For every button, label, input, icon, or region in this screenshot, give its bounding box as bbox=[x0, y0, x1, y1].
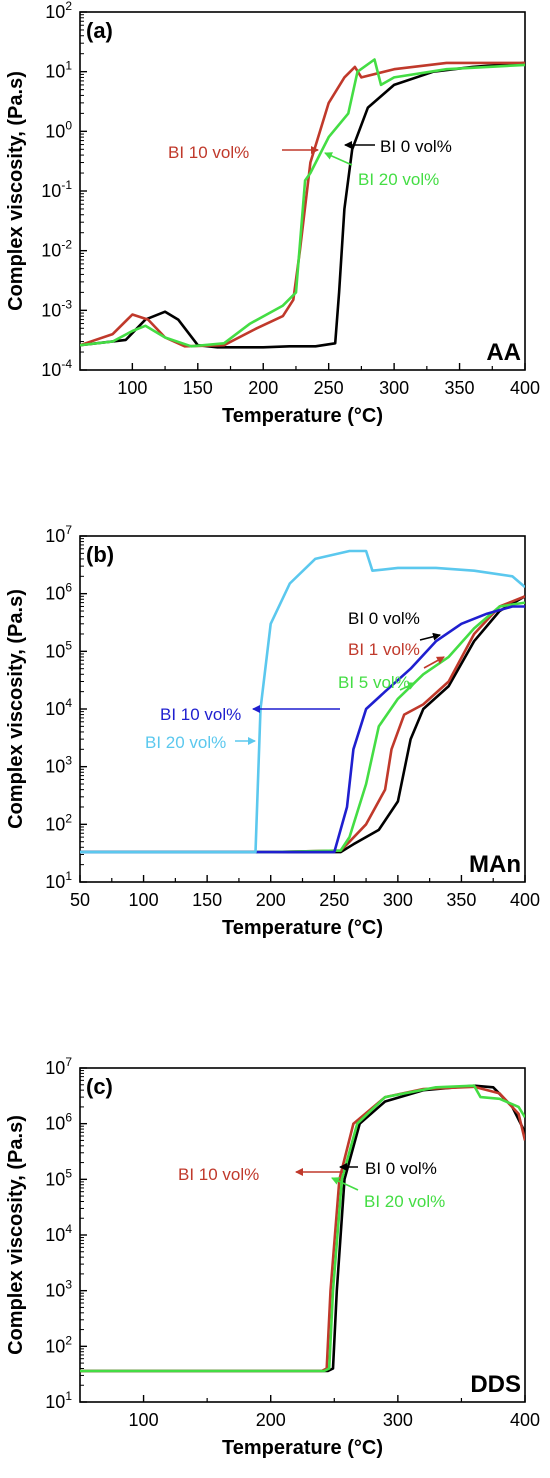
x-tick-label: 100 bbox=[129, 890, 159, 910]
x-tick-label: 150 bbox=[192, 890, 222, 910]
x-tick-label: 300 bbox=[383, 1410, 413, 1430]
x-tick-label: 100 bbox=[129, 1410, 159, 1430]
chart-panel-2: 50 100 150 200 250 300 350 400 101 102 103 104 105 10… bbox=[5, 523, 540, 939]
annotation-arrow bbox=[331, 1177, 359, 1191]
curing-agent-tag: AA bbox=[486, 339, 521, 366]
y-tick-label: 102 bbox=[45, 0, 72, 22]
series-line-3 bbox=[80, 1084, 525, 1373]
series-line-2 bbox=[80, 61, 525, 348]
series-annotation: BI 0 vol% bbox=[348, 609, 420, 628]
y-tick-label: 102 bbox=[45, 811, 72, 834]
x-tick-label: 100 bbox=[117, 378, 147, 398]
series-line-2 bbox=[80, 595, 525, 854]
y-axis-title: Complex viscosity, (Pa.s) bbox=[5, 1115, 27, 1355]
series-annotation: BI 20 vol% bbox=[358, 170, 439, 189]
y-tick-label: 107 bbox=[45, 1055, 72, 1078]
series-annotation: BI 20 vol% bbox=[145, 733, 226, 752]
x-tick-label: 150 bbox=[183, 378, 213, 398]
annotation-arrow bbox=[324, 152, 353, 166]
x-tick-label: 200 bbox=[256, 890, 286, 910]
series-annotation: BI 0 vol% bbox=[365, 1159, 437, 1178]
y-tick-label: 10-3 bbox=[41, 297, 72, 320]
series-annotation: BI 10 vol% bbox=[160, 705, 241, 724]
y-axis-title: Complex viscosity, (Pa.s) bbox=[5, 589, 27, 829]
panel-label: (c) bbox=[86, 1074, 113, 1099]
x-tick-label: 250 bbox=[319, 890, 349, 910]
series-line-3 bbox=[80, 58, 525, 348]
x-tick-label: 200 bbox=[256, 1410, 286, 1430]
y-tick-label: 101 bbox=[45, 869, 72, 892]
curing-agent-tag: MAn bbox=[469, 851, 521, 878]
series-annotation: BI 20 vol% bbox=[364, 1192, 445, 1211]
y-tick-label: 106 bbox=[45, 1111, 72, 1134]
x-tick-label: 300 bbox=[379, 378, 409, 398]
y-tick-label: 10-1 bbox=[41, 178, 72, 201]
y-axis-title: Complex viscosity, (Pa.s) bbox=[5, 71, 27, 311]
y-tick-label: 105 bbox=[45, 1166, 72, 1189]
series-annotation: BI 1 vol% bbox=[348, 640, 420, 659]
series-annotation: BI 10 vol% bbox=[178, 1165, 259, 1184]
plot-frame bbox=[79, 11, 526, 371]
chart-panel-3: 100 200 300 400 101 102 103 104 105 106 107 Tempera… bbox=[5, 1055, 540, 1459]
x-axis-title: Temperature (°C) bbox=[222, 917, 383, 939]
panel-label: (a) bbox=[86, 18, 113, 43]
y-tick-label: 103 bbox=[45, 754, 72, 777]
y-tick-label: 101 bbox=[45, 59, 72, 82]
series-line-5 bbox=[80, 549, 525, 854]
x-tick-label: 350 bbox=[445, 378, 475, 398]
x-tick-label: 250 bbox=[314, 378, 344, 398]
x-tick-label: 300 bbox=[383, 890, 413, 910]
annotation-arrow bbox=[423, 656, 445, 669]
annotation-arrow bbox=[399, 682, 416, 691]
y-tick-label: 102 bbox=[45, 1333, 72, 1356]
x-axis-title: Temperature (°C) bbox=[222, 405, 383, 427]
x-tick-label: 400 bbox=[510, 890, 540, 910]
x-tick-label: 400 bbox=[510, 1410, 540, 1430]
series-line-4 bbox=[80, 605, 525, 854]
series-line-3 bbox=[80, 601, 525, 854]
series-annotation: BI 5 vol% bbox=[338, 673, 410, 692]
x-tick-label: 400 bbox=[510, 378, 540, 398]
y-tick-label: 105 bbox=[45, 638, 72, 661]
y-tick-label: 106 bbox=[45, 581, 72, 604]
y-tick-label: 107 bbox=[45, 523, 72, 546]
y-tick-label: 104 bbox=[45, 696, 72, 719]
y-tick-label: 100 bbox=[45, 118, 72, 141]
series-line-2 bbox=[80, 1085, 525, 1373]
x-axis-title: Temperature (°C) bbox=[222, 1437, 383, 1459]
x-tick-label: 200 bbox=[248, 378, 278, 398]
series-annotation: BI 0 vol% bbox=[380, 137, 452, 156]
curing-agent-tag: DDS bbox=[470, 1371, 521, 1398]
series-annotation: BI 10 vol% bbox=[168, 143, 249, 162]
y-tick-label: 101 bbox=[45, 1389, 72, 1412]
x-tick-label: 50 bbox=[70, 890, 90, 910]
series-line-1 bbox=[80, 61, 525, 349]
annotation-arrow bbox=[419, 632, 441, 641]
y-tick-label: 10-2 bbox=[41, 238, 72, 261]
chart-panel-1: 100 150 200 250 300 350 400 10-4 10-3 10-2 10-1 100… bbox=[5, 0, 540, 427]
x-tick-label: 350 bbox=[446, 890, 476, 910]
series-line-1 bbox=[80, 1084, 525, 1373]
plot-frame bbox=[79, 1067, 526, 1403]
y-tick-label: 104 bbox=[45, 1222, 72, 1245]
series-line-1 bbox=[80, 595, 525, 854]
y-tick-label: 103 bbox=[45, 1278, 72, 1301]
panel-label: (b) bbox=[86, 542, 114, 567]
y-tick-label: 10-4 bbox=[41, 357, 72, 380]
